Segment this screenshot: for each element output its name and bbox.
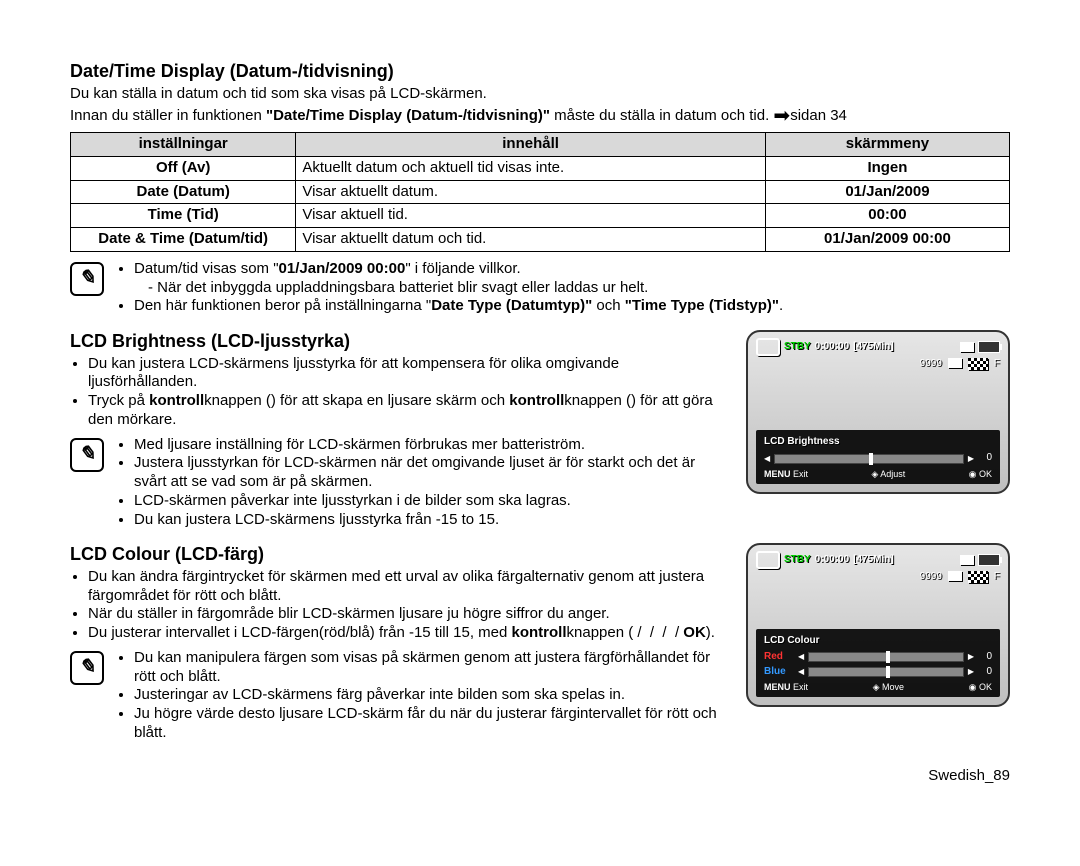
checker-icon [968, 571, 988, 583]
t: "Date/Time Display (Datum-/tidvisning)" [266, 107, 550, 124]
remain: [475Min] [853, 554, 894, 567]
table-row: Time (Tid)Visar aktuell tid.00:00 [71, 204, 1010, 228]
bullet: När du ställer in färgområde blir LCD-sk… [88, 605, 726, 624]
panel-title: LCD Colour [764, 635, 992, 648]
blue-slider [808, 667, 964, 677]
table-row: Date (Datum)Visar aktuellt datum.01/Jan/… [71, 180, 1010, 204]
red-label: Red [764, 651, 794, 664]
section3-note: ✎ Du kan manipulera färgen som visas på … [70, 649, 726, 743]
count: 9999 [920, 571, 942, 584]
slider-right-icon: ▶ [968, 454, 974, 464]
page-footer: Swedish_89 [70, 767, 1010, 786]
table-row: Off (Av)Aktuellt datum och aktuell tid v… [71, 156, 1010, 180]
camera-icon [756, 551, 780, 569]
panel-title: LCD Brightness [764, 436, 992, 449]
stby: STBY [784, 341, 811, 354]
lcd-colour-preview: STBY 0:00:00 [475Min] 9999 F LCD Colour … [746, 543, 1010, 707]
slider-left-icon: ◀ [764, 454, 770, 464]
note-item: Med ljusare inställning för LCD-skärmen … [134, 436, 726, 455]
checker-icon [968, 358, 988, 370]
bullet: Du justerar intervallet i LCD-färgen(röd… [88, 624, 726, 643]
note-item: Justera ljusstyrkan för LCD-skärmen när … [134, 454, 726, 492]
battery-icon [978, 341, 1000, 353]
note-icon: ✎ [70, 651, 104, 685]
lcd-brightness-preview: STBY 0:00:00 [475Min] 9999 F LCD Brightn… [746, 330, 1010, 494]
th-content: innehåll [296, 133, 766, 157]
brightness-slider [774, 454, 964, 464]
note-item: Datum/tid visas som "01/Jan/2009 00:00" … [134, 260, 783, 298]
blue-value: 0 [978, 666, 992, 679]
table-row: Date & Time (Datum/tid)Visar aktuellt da… [71, 228, 1010, 252]
th-menu: skärmmeny [765, 133, 1009, 157]
card-icon [948, 571, 962, 581]
card-icon [960, 342, 974, 352]
red-slider [808, 652, 964, 662]
slider-value: 0 [978, 452, 992, 465]
blue-label: Blue [764, 666, 794, 679]
note-item: LCD-skärmen påverkar inte ljusstyrkan i … [134, 492, 726, 511]
section1-line1: Du kan ställa in datum och tid som ska v… [70, 85, 1010, 104]
note-item: Den här funktionen beror på inställninga… [134, 297, 783, 316]
battery-icon [978, 554, 1000, 566]
red-value: 0 [978, 651, 992, 664]
t: Innan du ställer in funktionen [70, 107, 266, 124]
stby: STBY [784, 554, 811, 567]
bullet: Tryck på kontrollknappen () för att skap… [88, 392, 726, 430]
section1-heading: Date/Time Display (Datum-/tidvisning) [70, 60, 1010, 83]
section1-note: ✎ Datum/tid visas som "01/Jan/2009 00:00… [70, 260, 1010, 316]
time: 0:00:00 [815, 554, 849, 567]
th-settings: inställningar [71, 133, 296, 157]
note-item: Ju högre värde desto ljusare LCD-skärm f… [134, 705, 726, 743]
sub: - När det inbyggda uppladdningsbara batt… [134, 279, 783, 298]
section2-heading: LCD Brightness (LCD-ljusstyrka) [70, 330, 726, 353]
remain: [475Min] [853, 341, 894, 354]
note-item: Justeringar av LCD-skärmens färg påverka… [134, 686, 726, 705]
time: 0:00:00 [815, 341, 849, 354]
count: 9999 [920, 358, 942, 371]
t: måste du ställa in datum och tid. [550, 107, 773, 124]
note-item: Du kan manipulera färgen som visas på sk… [134, 649, 726, 687]
bullet: Du kan justera LCD-skärmens ljusstyrka f… [88, 355, 726, 393]
section3-heading: LCD Colour (LCD-färg) [70, 543, 726, 566]
note-item: Du kan justera LCD-skärmens ljusstyrka f… [134, 511, 726, 530]
note-icon: ✎ [70, 262, 104, 296]
t: sidan 34 [790, 107, 847, 124]
card-icon [948, 358, 962, 368]
bullet: Du kan ändra färgintrycket för skärmen m… [88, 568, 726, 606]
settings-table: inställningar innehåll skärmmeny Off (Av… [70, 132, 1010, 252]
section1-line2: Innan du ställer in funktionen "Date/Tim… [70, 107, 1010, 126]
note-icon: ✎ [70, 438, 104, 472]
section2-note: ✎ Med ljusare inställning för LCD-skärme… [70, 436, 726, 530]
camera-icon [756, 338, 780, 356]
card-icon [960, 555, 974, 565]
